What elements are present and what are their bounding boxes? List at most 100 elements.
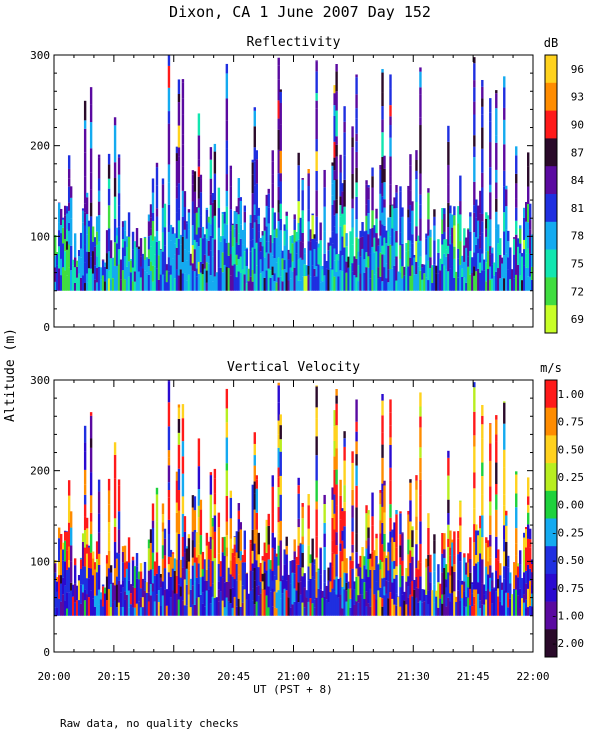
data-cell <box>517 264 520 291</box>
data-cell <box>467 266 470 291</box>
data-cell <box>375 251 378 273</box>
data-cell <box>205 228 209 239</box>
data-cell <box>247 268 250 282</box>
data-cell <box>423 589 426 602</box>
data-cell <box>301 602 304 616</box>
colorbar-frame <box>544 54 558 334</box>
data-cell <box>291 560 294 573</box>
data-cell <box>227 567 231 582</box>
data-cell <box>217 208 221 228</box>
data-cell <box>387 231 390 246</box>
data-cell <box>209 549 213 561</box>
data-cell <box>201 274 205 291</box>
data-cell <box>489 501 492 516</box>
data-cell <box>239 529 243 552</box>
data-cell <box>185 605 189 616</box>
data-cell <box>349 231 352 256</box>
data-cell <box>311 603 314 616</box>
data-cell <box>181 82 185 99</box>
data-cell <box>445 249 448 257</box>
data-cell <box>367 256 370 268</box>
data-cell <box>503 402 506 424</box>
data-cell <box>257 567 260 586</box>
colorbar-label: 69 <box>571 313 584 326</box>
colorbar: m/s1.000.750.500.250.00-0.25-0.50-0.75-1… <box>540 361 584 658</box>
data-cell <box>493 262 496 276</box>
data-cell <box>515 274 518 291</box>
data-cell <box>479 235 482 249</box>
data-cell <box>317 264 320 291</box>
data-cell <box>449 213 452 236</box>
data-cell <box>257 585 260 596</box>
data-cell <box>483 584 486 595</box>
data-cell <box>129 604 133 616</box>
footnote: Raw data, no quality checks <box>60 717 239 730</box>
data-cell <box>389 467 392 481</box>
data-cell <box>479 515 482 529</box>
data-cell <box>525 529 528 548</box>
data-cell <box>167 271 171 291</box>
data-cell <box>223 223 227 239</box>
data-cell <box>311 576 314 604</box>
data-cell <box>221 537 225 553</box>
data-cell <box>149 228 153 236</box>
data-cell <box>181 404 185 419</box>
data-cell <box>425 238 428 255</box>
data-cell <box>331 566 334 589</box>
data-cell <box>357 281 360 291</box>
data-cell <box>315 455 318 481</box>
data-cell <box>495 434 498 442</box>
data-cell <box>151 220 155 241</box>
data-cell <box>273 237 276 259</box>
data-cell <box>167 490 171 498</box>
data-cell <box>343 155 346 180</box>
data-cell <box>83 212 87 226</box>
data-cell <box>335 389 338 396</box>
data-cell <box>525 267 528 291</box>
data-cell <box>251 588 254 601</box>
data-cell <box>429 554 432 558</box>
data-cell <box>481 462 484 477</box>
data-cell <box>379 169 382 194</box>
data-cell <box>301 218 304 233</box>
data-cell <box>183 579 187 606</box>
data-cell <box>133 259 137 272</box>
data-cell <box>351 505 354 518</box>
data-cell <box>325 260 328 269</box>
data-cell <box>89 96 93 105</box>
data-cell <box>213 253 217 277</box>
data-cell <box>489 142 492 168</box>
data-cell <box>503 231 506 255</box>
data-cell <box>71 265 75 291</box>
data-cell <box>235 212 239 224</box>
data-cell <box>141 578 145 598</box>
data-cell <box>487 540 490 548</box>
data-cell <box>433 209 436 217</box>
data-cell <box>339 205 342 217</box>
data-cell <box>145 257 149 273</box>
data-cell <box>407 266 410 291</box>
data-cell <box>251 269 254 282</box>
data-cell <box>279 520 282 541</box>
data-cell <box>181 144 185 167</box>
data-cell <box>57 246 61 269</box>
data-cell <box>473 135 476 147</box>
data-cell <box>97 154 101 158</box>
data-cell <box>353 589 356 605</box>
data-cell <box>159 587 163 606</box>
colorbar-swatch <box>545 138 557 167</box>
data-cell <box>515 555 518 576</box>
data-cell <box>309 554 312 564</box>
data-cell <box>97 178 101 191</box>
data-cell <box>87 567 91 579</box>
data-cell <box>213 199 217 216</box>
data-cell <box>481 172 484 188</box>
data-cell <box>441 603 444 616</box>
data-cell <box>175 153 179 162</box>
data-cell <box>389 156 392 177</box>
data-cell <box>253 455 256 466</box>
data-cell <box>197 450 201 467</box>
data-cell <box>315 170 318 191</box>
data-cell <box>333 157 336 171</box>
data-cell <box>133 281 137 291</box>
